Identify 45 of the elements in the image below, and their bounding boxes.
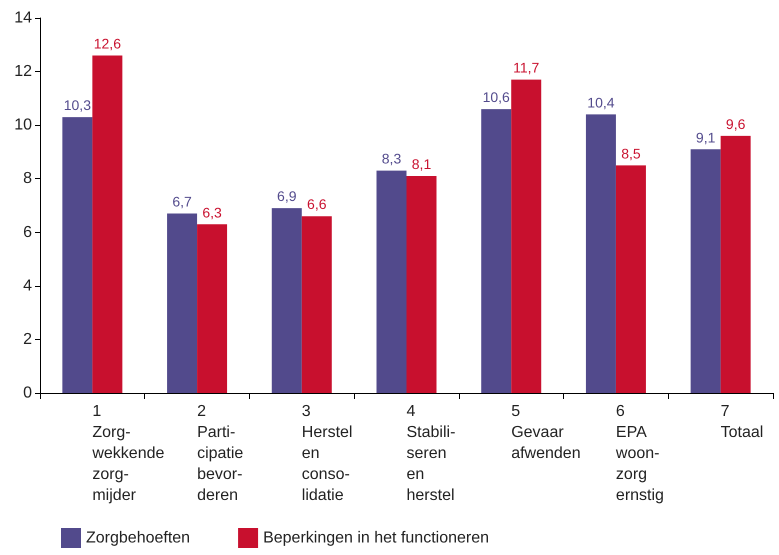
bar: [616, 165, 646, 393]
y-tick-label: 12: [14, 63, 32, 80]
bar: [511, 80, 542, 393]
data-label: 6,6: [307, 196, 327, 212]
y-tick-label: 14: [14, 10, 32, 26]
data-label: 10,4: [587, 94, 615, 110]
data-label: 9,1: [696, 129, 716, 146]
x-tick-label: 7 Totaal: [720, 403, 764, 441]
bar: [92, 56, 122, 393]
bar: [720, 136, 751, 393]
bar: [167, 214, 198, 393]
data-label: 8,3: [382, 150, 402, 167]
y-tick-label: 10: [14, 116, 32, 134]
data-label: 6,3: [202, 204, 222, 220]
y-tick-label: 2: [23, 330, 32, 348]
legend-label: Beperkingen in het functioneren: [263, 530, 490, 546]
data-label: 8,5: [621, 145, 641, 162]
x-tick-label: 4 Stabili- seren en herstel: [406, 403, 456, 504]
x-tick-label: 3 Herstel en conso- lidatie: [302, 403, 352, 504]
y-tick-label: 8: [23, 170, 32, 188]
data-label: 6,7: [172, 194, 192, 210]
bar: [62, 117, 92, 393]
x-tick-label: 2 Parti- cipatie bevor- deren: [197, 403, 244, 504]
y-tick-label: 4: [23, 277, 32, 294]
x-tick-label: 6 EPA woon- zorg ernstig: [614, 403, 664, 504]
data-label: 10,3: [64, 97, 92, 114]
data-label: 10,6: [482, 89, 510, 106]
y-tick-label: 0: [23, 384, 32, 402]
y-tick-label: 6: [23, 224, 32, 241]
data-label: 6,9: [277, 188, 297, 204]
bar: [376, 170, 406, 393]
bar: [197, 224, 228, 393]
bar: [481, 109, 512, 393]
data-label: 12,6: [94, 36, 122, 52]
x-tick-label: 1 Zorg- wekkende zorg- mijder: [91, 403, 165, 504]
data-label: 11,7: [513, 60, 540, 76]
data-label: 9,6: [726, 116, 746, 132]
bar: [586, 114, 616, 393]
bar: [406, 176, 436, 393]
legend-label: Zorgbehoeften: [86, 530, 190, 546]
bar: [272, 208, 302, 393]
bar: [690, 149, 721, 393]
bar: [302, 216, 332, 393]
data-label: 8,1: [412, 156, 432, 172]
x-tick-label: 5 Gevaar afwenden: [511, 403, 581, 462]
